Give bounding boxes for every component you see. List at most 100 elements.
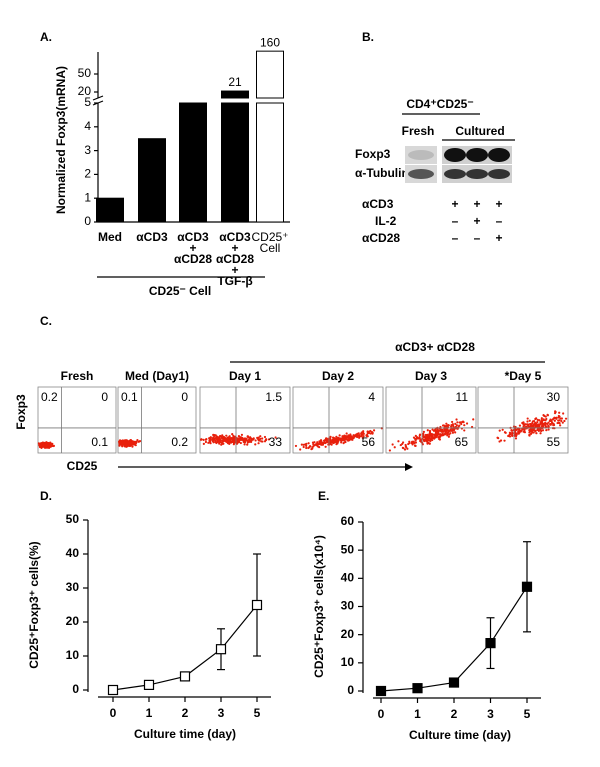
event-dot [552,423,556,427]
event-dot [351,436,355,439]
blot-title: CD4⁺CD25⁻ [406,97,473,111]
treatment-label: IL-2 [375,214,397,228]
event-dot [463,429,466,432]
event-dot [337,439,340,442]
event-dot [514,430,517,434]
x-tick-label: + [189,241,196,255]
event-dot [339,438,343,442]
event-dot [232,443,235,446]
event-dot [526,423,530,426]
event-dot [414,441,418,444]
event-dot [246,439,249,442]
event-dot [549,418,552,421]
event-dot [221,437,224,440]
treatment-sign: – [496,214,503,228]
event-dot [523,428,526,432]
event-dot [333,440,336,443]
event-dot [340,437,343,440]
arrow-head [405,463,413,471]
event-dot [454,422,457,425]
event-dot [240,438,243,441]
event-dot [428,429,432,433]
event-dot [556,421,559,425]
treatment-sign: + [495,197,502,211]
quadrant-value: 0.2 [41,390,58,404]
x-tick-label: 3 [218,706,225,720]
y-tick-label: 40 [66,546,80,560]
event-dot [426,433,429,436]
event-dot [452,428,455,431]
plot-title: Day 2 [322,369,354,383]
event-dot [199,438,203,441]
plot-title: Med (Day1) [125,369,189,383]
event-dot [551,418,554,421]
event-dot [351,438,354,441]
bar [138,138,166,223]
event-dot [212,437,215,440]
event-dot [498,429,501,432]
event-dot [425,439,429,443]
event-dot [520,429,523,432]
event-dot [404,445,407,448]
plot-title: Day 3 [415,369,447,383]
y-tick-label: 2 [84,167,91,181]
event-dot [560,417,563,420]
event-dot [250,440,253,443]
event-dot [347,438,350,441]
event-dot [533,423,536,426]
event-dot [458,424,461,427]
event-dot [302,443,305,446]
event-dot [412,436,416,439]
event-dot [528,431,531,434]
event-dot [129,442,132,445]
event-dot [233,438,236,441]
event-dot [547,428,550,431]
x-tick-label: αCD3 [136,230,168,244]
event-dot [231,440,234,443]
event-dot [361,436,364,439]
quadrant-value: 56 [362,435,376,449]
quadrant-value: 30 [547,390,561,404]
treatment-label: αCD28 [362,231,400,245]
marker [521,581,533,592]
event-dot [529,429,532,432]
y-tick-label: 40 [341,571,355,585]
event-dot [534,425,538,428]
event-dot [544,415,547,418]
event-dot [305,446,308,450]
y-tick-label: 50 [66,512,80,526]
event-dot [348,436,351,439]
event-dot [545,417,548,421]
event-dot [391,443,394,446]
event-dot [134,441,137,445]
event-dot [307,442,310,445]
event-dot [218,440,221,443]
event-dot [213,434,216,437]
event-dot [538,423,541,426]
event-dot [202,438,205,442]
y-axis-label: CD25⁺Foxp3⁺ cells(x10⁴) [312,535,326,678]
event-dot [434,431,438,434]
event-dot [243,438,246,441]
event-dot [294,444,298,448]
event-dot [50,444,53,447]
x-tick-label: Med [98,230,122,244]
quadrant-value: 33 [269,435,283,449]
event-dot [451,420,454,424]
y-tick-label: 0 [347,683,354,697]
x-tick-label: αCD3 [177,230,209,244]
event-dot [125,439,128,442]
bar [256,50,284,99]
event-dot [311,441,315,444]
event-dot [547,425,550,428]
event-dot [125,443,128,446]
marker [143,679,155,691]
event-dot [427,436,431,439]
event-dot [320,443,323,446]
event-dot [542,413,545,417]
event-dot [451,431,455,434]
event-dot [254,443,257,446]
event-dot [422,433,425,437]
event-dot [522,425,525,428]
